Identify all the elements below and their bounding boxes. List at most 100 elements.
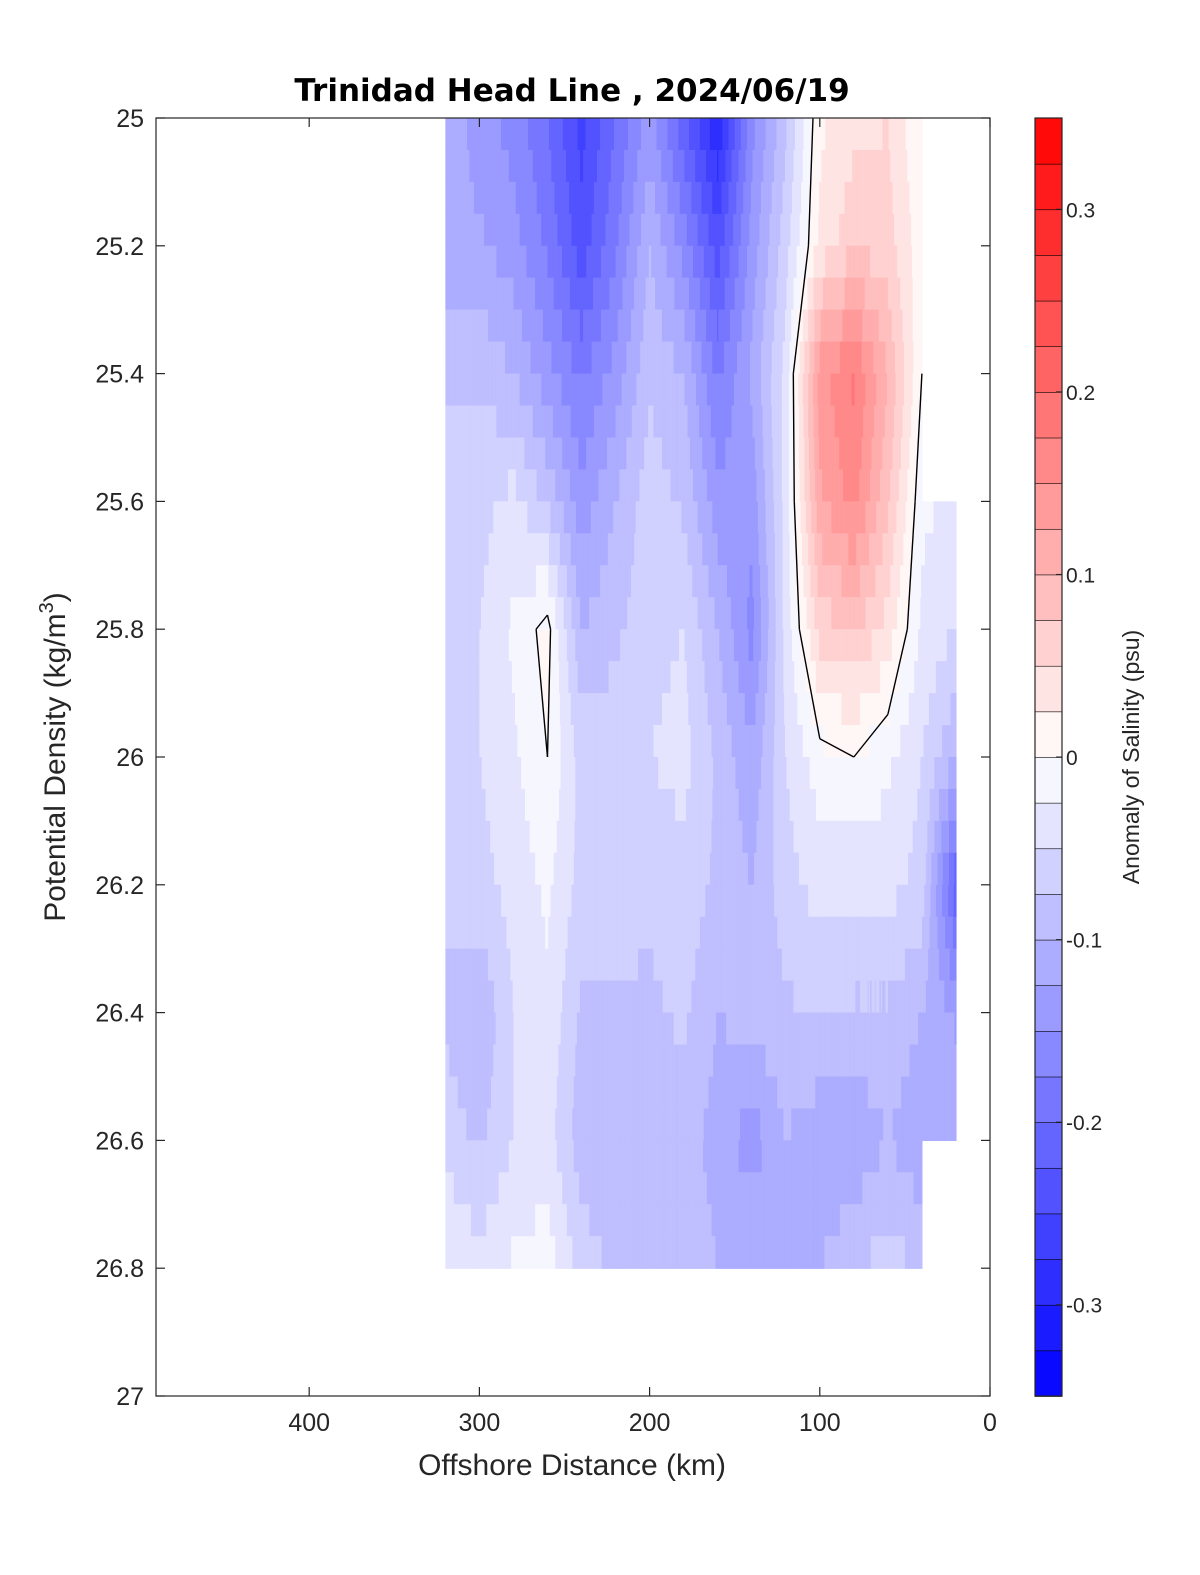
field-cell — [653, 213, 655, 247]
field-cell — [539, 277, 542, 311]
field-cell — [803, 309, 805, 343]
field-cell — [596, 309, 599, 343]
field-cell — [732, 245, 734, 279]
field-cell — [843, 277, 845, 311]
field-cell — [741, 341, 744, 375]
field-cell — [821, 341, 823, 375]
field-cell — [583, 309, 585, 343]
field-cell — [504, 277, 507, 311]
field-cell — [577, 341, 580, 375]
field-cell — [822, 181, 825, 215]
field-cell — [856, 149, 858, 183]
field-cell — [499, 309, 501, 343]
field-cell — [535, 213, 537, 247]
field-cell — [851, 149, 853, 183]
field-cell — [829, 277, 832, 311]
field-cell — [612, 309, 614, 343]
field-cell — [884, 309, 886, 343]
field-cell — [589, 213, 591, 247]
field-cell — [783, 245, 785, 279]
field-cell — [898, 277, 901, 311]
field-cell — [820, 149, 822, 183]
field-cell — [661, 118, 664, 151]
field-cell — [490, 213, 492, 247]
field-cell — [489, 245, 491, 279]
field-cell — [479, 309, 481, 343]
field-cell — [448, 118, 450, 151]
field-cell — [676, 118, 679, 151]
field-cell — [666, 149, 668, 183]
field-cell — [804, 277, 806, 311]
field-cell — [600, 213, 603, 247]
field-cell — [774, 341, 777, 375]
field-cell — [459, 181, 461, 215]
field-cell — [709, 245, 712, 279]
field-cell — [498, 149, 501, 183]
field-cell — [844, 341, 846, 375]
field-cell — [823, 341, 826, 375]
field-cell — [766, 149, 768, 183]
field-cell — [912, 309, 914, 343]
field-cell — [702, 341, 704, 375]
field-cell — [734, 277, 737, 311]
field-cell — [615, 341, 617, 375]
field-cell — [795, 245, 797, 279]
field-cell — [567, 213, 569, 247]
field-cell — [506, 118, 508, 151]
field-cell — [665, 118, 667, 151]
field-cell — [911, 309, 913, 343]
field-cell — [675, 213, 677, 247]
field-cell — [592, 341, 594, 375]
field-cell — [875, 181, 877, 215]
field-cell — [873, 245, 876, 279]
field-cell — [696, 277, 699, 311]
field-cell — [822, 245, 824, 279]
field-cell — [469, 341, 471, 375]
field-cell — [791, 181, 793, 215]
field-cell — [819, 181, 821, 215]
field-cell — [460, 213, 463, 247]
field-cell — [694, 118, 696, 151]
field-cell — [588, 277, 590, 311]
field-cell — [574, 181, 576, 215]
field-cell — [556, 181, 559, 215]
field-cell — [843, 309, 846, 343]
field-cell — [669, 245, 672, 279]
field-cell — [487, 149, 490, 183]
field-cell — [664, 181, 666, 215]
field-cell — [576, 309, 579, 343]
field-cell — [547, 118, 549, 151]
field-cell — [690, 149, 692, 183]
field-cell — [631, 245, 634, 279]
field-cell — [617, 149, 620, 183]
field-cell — [701, 245, 703, 279]
field-cell — [567, 118, 569, 151]
field-cell — [834, 341, 836, 375]
field-cell — [760, 118, 762, 151]
field-cell — [814, 309, 816, 343]
field-cell — [890, 341, 892, 375]
field-cell — [587, 341, 590, 375]
field-cell — [449, 277, 451, 311]
field-cell — [737, 149, 739, 183]
field-cell — [637, 341, 640, 375]
field-cell — [579, 181, 582, 215]
field-cell — [477, 277, 479, 311]
field-cell — [814, 149, 816, 183]
field-cell — [447, 149, 450, 183]
field-cell — [620, 213, 623, 247]
field-cell — [796, 309, 798, 343]
field-cell — [823, 118, 826, 151]
field-cell — [637, 245, 639, 279]
field-cell — [918, 245, 920, 279]
field-cell — [596, 309, 598, 343]
field-cell — [830, 245, 832, 279]
field-cell — [819, 213, 822, 247]
field-cell — [867, 309, 870, 343]
field-cell — [720, 341, 723, 375]
field-cell — [837, 213, 839, 247]
field-cell — [832, 181, 835, 215]
field-cell — [829, 149, 831, 183]
field-cell — [548, 181, 550, 215]
field-cell — [648, 213, 650, 247]
